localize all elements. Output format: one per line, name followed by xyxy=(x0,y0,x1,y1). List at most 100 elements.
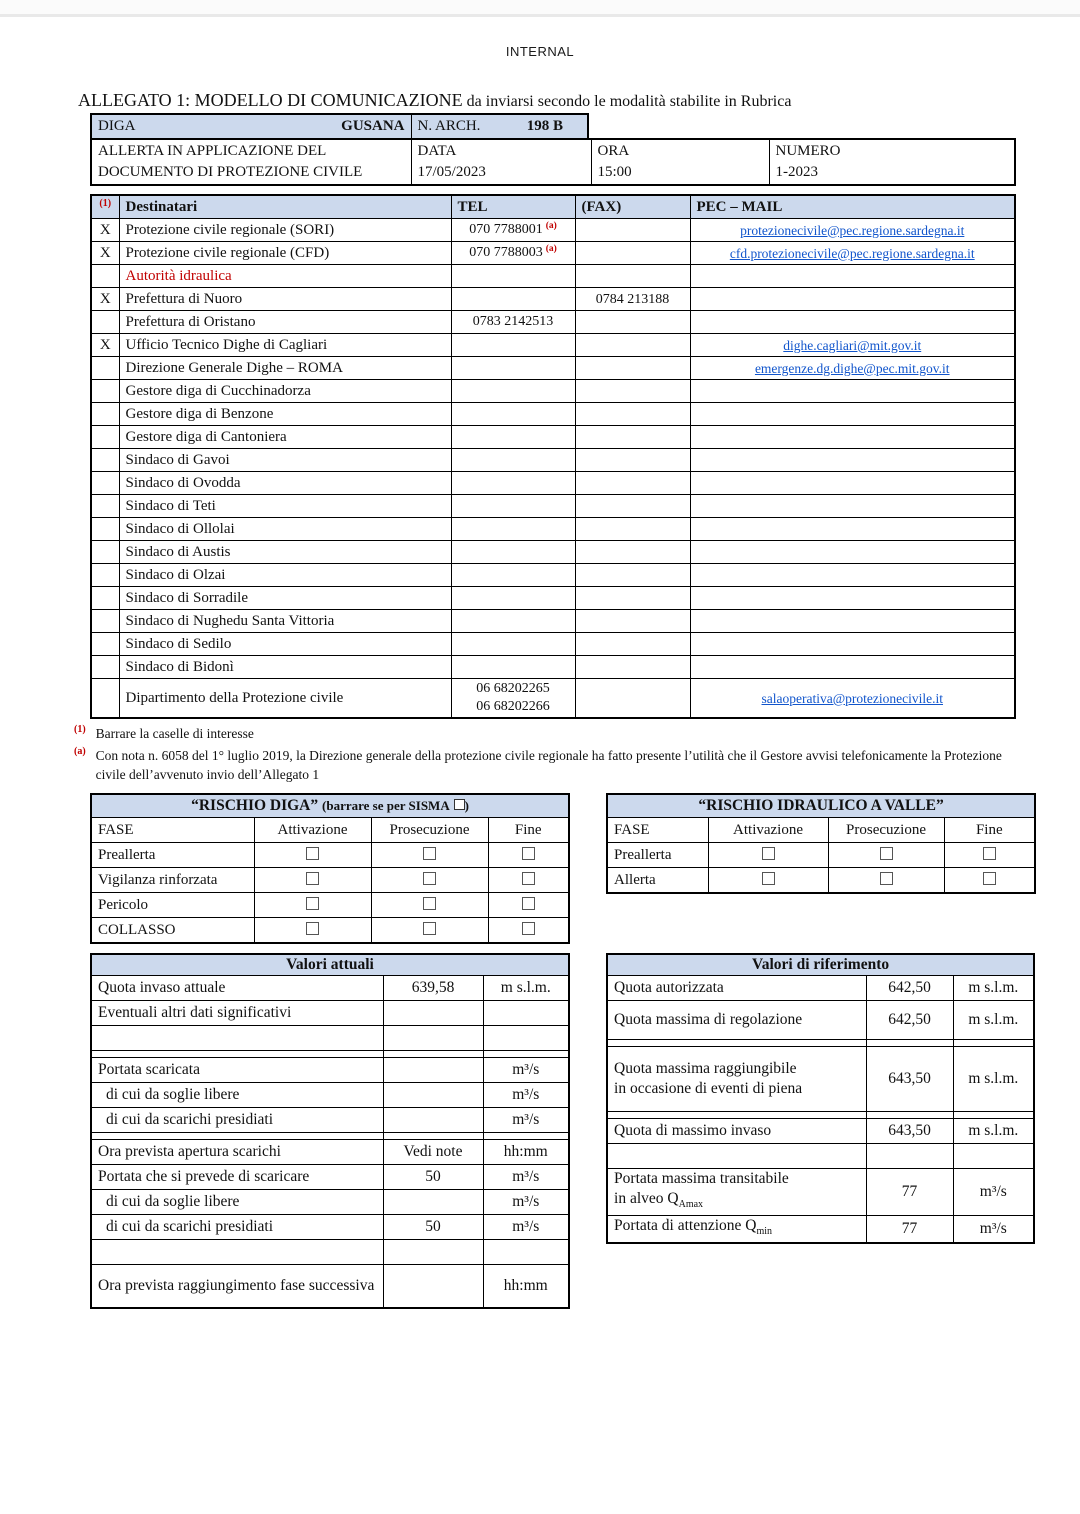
checkbox-icon[interactable] xyxy=(521,846,535,860)
arch-value: 198 B xyxy=(526,118,563,134)
checkbox-icon[interactable] xyxy=(761,846,775,860)
rischio-valle-title: “RISCHIO IDRAULICO A VALLE” xyxy=(606,793,1036,818)
row-checkmark[interactable] xyxy=(90,425,120,449)
diga-label: DIGA xyxy=(98,118,136,134)
row-checkmark[interactable]: X xyxy=(90,287,120,311)
valore-value: 50 xyxy=(382,1164,484,1190)
rischio-section: “RISCHIO DIGA” (barrare se per SISMA ) F… xyxy=(78,793,1037,944)
valore-label: di cui da soglie libere xyxy=(90,1189,384,1215)
table-row: X Ufficio Tecnico Dighe di Cagliari digh… xyxy=(90,333,1016,357)
pec-link[interactable]: dighe.cagliari@mit.gov.it xyxy=(783,337,922,353)
footnote-1: (1) Barrare la caselle di interesse xyxy=(74,724,1014,743)
valore-label xyxy=(90,1239,384,1265)
row-fax xyxy=(574,241,691,265)
checkbox-icon[interactable] xyxy=(423,846,436,860)
checkbox-icon[interactable] xyxy=(306,846,319,860)
row-checkmark[interactable] xyxy=(90,264,120,288)
checkbox-icon[interactable] xyxy=(423,921,436,935)
valore-value: 77 xyxy=(865,1215,954,1244)
table-row: di cui da scarichi presidiati 50 m³/s xyxy=(90,1214,570,1240)
valore-value: 639,58 xyxy=(382,975,484,1001)
checkbox-icon[interactable] xyxy=(521,871,535,885)
destinatario-name: Sindaco di Teti xyxy=(118,494,452,518)
checkbox-icon[interactable] xyxy=(521,921,535,935)
allerta-header-table: ALLERTA IN APPLICAZIONE DEL DOCUMENTO DI… xyxy=(90,138,1016,186)
fase-label: Allerta xyxy=(606,867,709,894)
table-row: Sindaco di Sorradile xyxy=(90,586,1016,610)
row-checkmark[interactable]: X xyxy=(90,241,120,265)
footnote-a-marker: (a) xyxy=(74,746,86,757)
pec-link[interactable]: salaoperativa@protezionecivile.it xyxy=(761,690,943,706)
valore-label: Portata massima transitabile in alveo QA… xyxy=(606,1167,867,1217)
pec-link[interactable]: cfd.protezionecivile@pec.regione.sardegn… xyxy=(729,245,975,261)
allerta-line2: DOCUMENTO DI PROTEZIONE CIVILE xyxy=(98,164,363,180)
valore-label: Quota massima raggiungibile in occasione… xyxy=(606,1046,867,1112)
fase-label: Preallerta xyxy=(606,842,709,868)
row-checkmark[interactable]: X xyxy=(90,333,120,357)
row-tel xyxy=(450,356,576,380)
valore-label: Ora prevista raggiungimento fase success… xyxy=(90,1264,384,1309)
row-checkmark[interactable] xyxy=(90,356,120,380)
row-checkmark[interactable] xyxy=(90,494,120,518)
arch-label: N. ARCH. xyxy=(417,118,481,134)
checkbox-icon[interactable] xyxy=(306,871,319,885)
rischio-diga-table: “RISCHIO DIGA” (barrare se per SISMA ) F… xyxy=(90,793,571,944)
row-checkmark[interactable] xyxy=(90,379,120,403)
checkbox-icon[interactable] xyxy=(423,871,436,885)
valore-label: Quota massima di regolazione xyxy=(606,1000,867,1040)
checkbox-icon[interactable] xyxy=(982,871,996,885)
checkbox-icon[interactable] xyxy=(879,871,893,885)
pec-link[interactable]: protezionecivile@pec.regione.sardegna.it xyxy=(740,222,965,238)
footnote-1-text: Barrare la caselle di interesse xyxy=(95,726,254,741)
col-prosecuzione: Prosecuzione xyxy=(827,817,945,843)
diga-header-table: DIGA GUSANA N. ARCH. 198 B xyxy=(90,113,589,140)
checkbox-icon[interactable] xyxy=(761,871,775,885)
allerta-line1: ALLERTA IN APPLICAZIONE DEL xyxy=(98,143,327,159)
valori-section: Valori attuali Quota invaso attuale 639,… xyxy=(78,953,1036,1309)
footnote1-marker: (1) xyxy=(99,198,112,209)
row-checkmark[interactable] xyxy=(90,471,120,495)
table-row: Portata di attenzione Qmin 77 m³/s xyxy=(606,1215,1035,1244)
checkbox-icon[interactable] xyxy=(982,846,996,860)
row-tel xyxy=(450,264,576,288)
row-tel xyxy=(450,287,576,311)
sisma-checkbox[interactable] xyxy=(453,799,465,810)
checkbox-icon[interactable] xyxy=(423,896,436,910)
table-row: Quota autorizzata 642,50 m s.l.m. xyxy=(606,975,1035,1001)
row-checkmark[interactable] xyxy=(90,563,120,587)
row-checkmark[interactable] xyxy=(90,609,120,633)
ora-label: ORA xyxy=(597,143,630,159)
col-attivazione: Attivazione xyxy=(707,817,829,843)
row-checkmark[interactable] xyxy=(90,517,120,541)
valore-label: di cui da soglie libere xyxy=(90,1082,384,1108)
pec-link[interactable]: emergenze.dg.dighe@pec.mit.gov.it xyxy=(754,360,950,376)
row-checkmark[interactable] xyxy=(90,402,120,426)
footnotes: (1) Barrare la caselle di interesse (a) … xyxy=(74,724,1014,784)
valore-unit: m s.l.m. xyxy=(482,975,570,1001)
col-header-tel: TEL xyxy=(450,194,576,219)
checkbox-icon[interactable] xyxy=(306,921,319,935)
row-checkmark[interactable] xyxy=(90,540,120,564)
checkbox-icon[interactable] xyxy=(521,896,535,910)
page-title-main: ALLEGATO 1: MODELLO DI COMUNICAZIONE xyxy=(78,90,463,110)
table-row xyxy=(90,1025,570,1051)
row-checkmark[interactable] xyxy=(90,678,120,719)
row-checkmark[interactable] xyxy=(90,655,120,679)
valori-riferimento-title: Valori di riferimento xyxy=(606,953,1035,976)
row-checkmark[interactable] xyxy=(90,310,120,334)
destinatario-name: Prefettura di Oristano xyxy=(118,310,452,334)
row-fax xyxy=(574,356,691,380)
table-row: COLLASSO xyxy=(90,917,570,944)
valore-value: Vedi note xyxy=(382,1139,484,1165)
destinatari-header-row: (1) Destinatari TEL (FAX) PEC – MAIL xyxy=(90,194,1016,219)
checkbox-icon[interactable] xyxy=(306,896,319,910)
row-checkmark[interactable] xyxy=(90,632,120,656)
table-row: Pericolo xyxy=(90,892,570,918)
row-checkmark[interactable]: X xyxy=(90,218,120,242)
row-checkmark[interactable] xyxy=(90,448,120,472)
fase-label: Vigilanza rinforzata xyxy=(90,867,255,893)
row-checkmark[interactable] xyxy=(90,586,120,610)
table-row: Sindaco di Teti xyxy=(90,494,1016,518)
table-row: Dipartimento della Protezione civile 06 … xyxy=(90,678,1016,719)
checkbox-icon[interactable] xyxy=(879,846,893,860)
